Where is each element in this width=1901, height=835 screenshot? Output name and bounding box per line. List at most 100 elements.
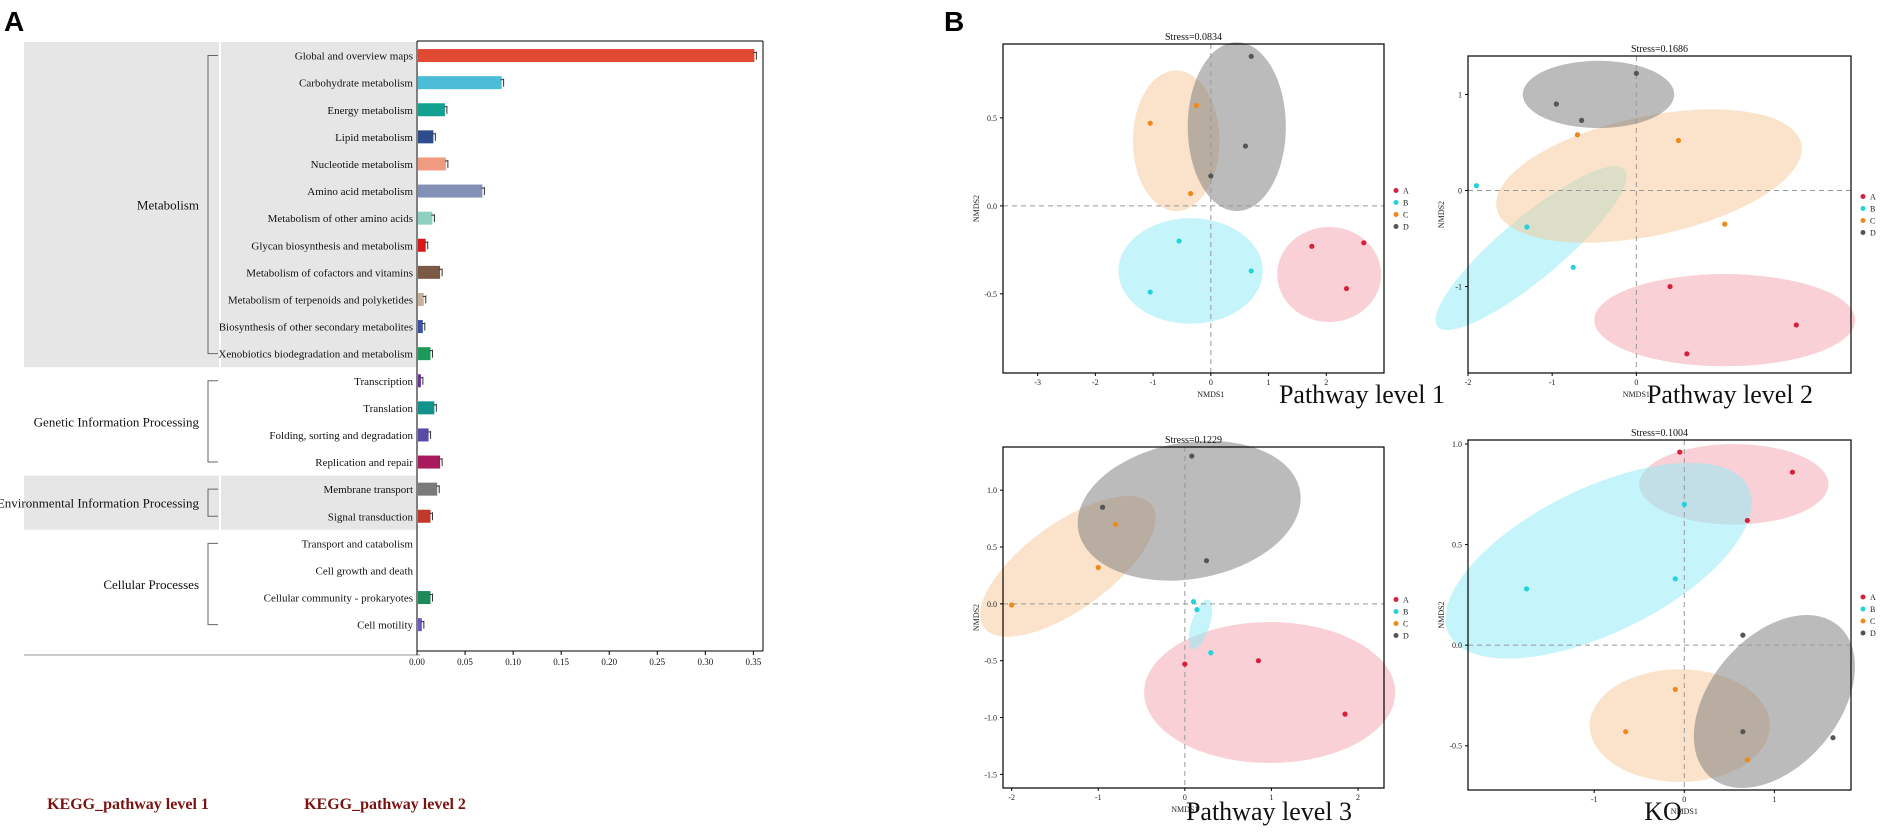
data-point (1789, 469, 1796, 475)
x-tick-label: -1 (1591, 795, 1598, 804)
bar (418, 211, 433, 225)
stress-label: Stress=0.1686 (1631, 44, 1688, 55)
x-tick-label: 1 (1772, 795, 1776, 804)
data-point (1553, 101, 1559, 107)
x-axis-label: NMDS1 (1671, 807, 1698, 816)
bar (418, 509, 431, 523)
panel-b-letter: B (944, 6, 964, 37)
pathway-label: Metabolism of terpenoids and polyketides (228, 294, 413, 306)
legend-label: C (1403, 620, 1408, 629)
bar (418, 428, 429, 442)
legend-label: B (1870, 605, 1875, 614)
y-tick-label: 1 (1458, 90, 1462, 99)
panel-a-letter: A (4, 6, 24, 37)
legend-marker (1393, 212, 1399, 217)
data-point (1182, 661, 1188, 667)
group-bracket (207, 488, 218, 517)
pathway-label: Nucleotide metabolism (311, 159, 414, 171)
bar (418, 130, 434, 144)
data-point (1830, 735, 1836, 741)
bar (418, 103, 445, 117)
group-bracket (207, 542, 218, 626)
x-tick-label: 1 (1269, 793, 1273, 802)
y-axis-label: NMDS2 (972, 604, 981, 631)
confidence-ellipse (1594, 274, 1856, 367)
x-tick-label: 0.00 (409, 657, 425, 667)
data-point (1675, 137, 1682, 144)
data-point (1722, 221, 1728, 227)
legend-marker (1393, 609, 1399, 614)
y-tick-label: 0.5 (987, 114, 997, 123)
data-point (1740, 632, 1746, 638)
x-tick-label: 0 (1183, 793, 1187, 802)
axis-caption-level1: KEGG_pathway level 1 (47, 796, 209, 813)
panel-a-bar-chart: Metabolism Genetic Information Processing… (0, 40, 764, 667)
legend-label: A (1870, 593, 1876, 602)
bar (418, 347, 431, 361)
x-tick-label: 0 (1209, 378, 1213, 387)
bar (418, 591, 431, 605)
y-tick-label: 0.0 (1452, 641, 1462, 650)
y-tick-label: 0.0 (987, 600, 997, 609)
data-point (1473, 183, 1480, 189)
legend-marker (1393, 224, 1399, 229)
pathway-label: Metabolism of other amino acids (268, 213, 413, 225)
bar (418, 184, 483, 198)
group-bracket (207, 380, 218, 463)
confidence-ellipse (1693, 615, 1855, 788)
legend-label: C (1403, 211, 1408, 220)
pathway-label: Signal transduction (328, 511, 414, 523)
pathway-label: Biosynthesis of other secondary metaboli… (219, 322, 413, 334)
data-point (1189, 453, 1195, 459)
data-point (1248, 268, 1254, 274)
y-axis-label: NMDS2 (1437, 201, 1446, 228)
data-point (1309, 243, 1315, 249)
plot-frame (1467, 439, 1852, 791)
nmds-plot-ko: Stress=0.1004 -1 0 1 1.0 0.5 0.0 -0.5 NMDS1 NMDS2… (1437, 428, 1876, 826)
legend-label: D (1870, 229, 1876, 238)
group-label: Genetic Information Processing (34, 414, 200, 429)
plot-title: KO (1644, 797, 1682, 826)
y-tick-label: -0.5 (984, 657, 997, 666)
nmds-plot-pathway-level-3: Stress=0.1229 -2 -1 0 1 2 1.0 0.5 0.0 -0.5 -1.0 -1.… (972, 435, 1409, 826)
data-point (1112, 521, 1119, 527)
data-point (1176, 238, 1182, 244)
legend-marker (1860, 194, 1866, 199)
x-tick-label: 2 (1324, 378, 1328, 387)
legend-marker (1860, 630, 1866, 636)
data-point (1361, 240, 1367, 246)
data-point (1009, 602, 1015, 608)
x-tick-label: 0 (1634, 378, 1638, 387)
pathway-label: Folding, sorting and degradation (269, 430, 413, 442)
data-point (1793, 322, 1799, 328)
data-point (1242, 143, 1249, 149)
legend-marker (1860, 618, 1866, 624)
bar (418, 238, 426, 252)
legend-label: B (1403, 199, 1408, 208)
legend-marker (1860, 606, 1866, 612)
pathway-label: Membrane transport (324, 484, 414, 496)
data-point (1681, 501, 1687, 507)
data-point (1342, 711, 1348, 717)
y-tick-label: 1.0 (987, 486, 997, 495)
x-tick-label: 0.25 (649, 657, 665, 667)
x-axis-label: NMDS1 (1197, 390, 1224, 399)
y-tick-label: -0.5 (984, 290, 997, 299)
bar (418, 76, 502, 90)
data-point (1208, 650, 1214, 656)
legend-marker (1860, 206, 1866, 211)
data-point (1677, 449, 1683, 455)
y-tick-label: 0 (1458, 186, 1462, 195)
x-tick-label: 0.20 (601, 657, 617, 667)
bar (418, 157, 446, 171)
x-tick-label: -1 (1150, 378, 1157, 387)
group-bracket (207, 55, 218, 355)
legend-label: C (1870, 217, 1875, 226)
plot-title: Pathway level 1 (1279, 380, 1445, 409)
axis-caption-level2: KEGG_pathway level 2 (304, 796, 466, 813)
legend-label: B (1870, 205, 1875, 214)
pathway-label: Lipid metabolism (335, 132, 413, 144)
data-point (1744, 757, 1750, 763)
data-point (1255, 658, 1262, 664)
